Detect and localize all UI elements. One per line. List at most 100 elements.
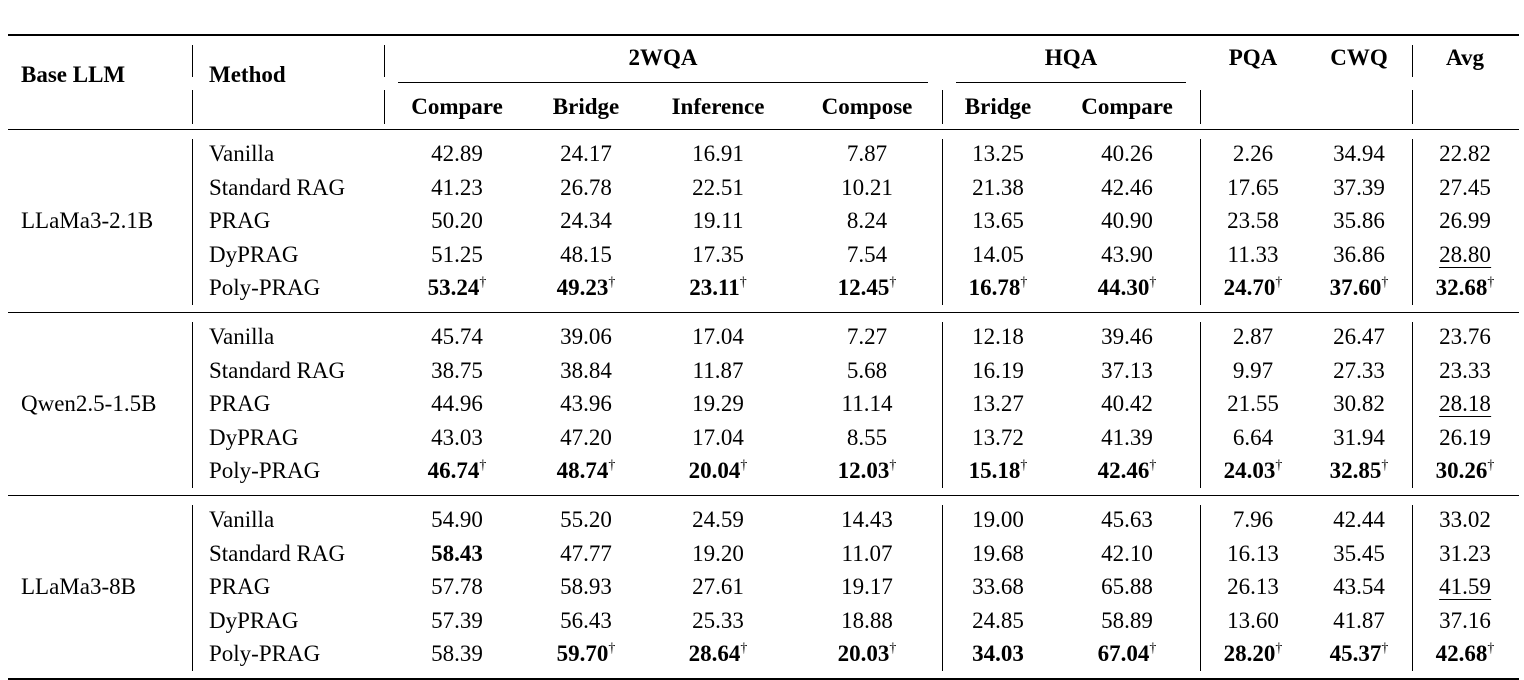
cell-value: 27.33 [1333,357,1385,383]
cell-value: 28.18 [1439,391,1491,418]
cell-value: 58.43 [431,540,483,566]
cell-value: 14.43 [841,507,893,532]
cell-value: 55.20 [560,507,612,532]
cell-value: 32.68 [1435,275,1488,301]
table-cell: 42.46† [1098,457,1157,485]
cell-value: 57.78 [431,574,483,600]
table-cell: 8.24 [847,207,887,235]
table-cell: 40.42 [1101,390,1153,418]
cell-value: 17.35 [692,241,744,267]
base-llm-label: LLaMa3-2.1B [21,208,154,234]
table-cell: 19.11 [693,207,744,235]
table-cell: 31.94 [1333,424,1385,452]
cell-value: 48.74 [556,458,609,484]
cell-value: 24.17 [560,141,612,166]
table-cell: 38.75 [431,357,483,385]
header-group-2wqa: 2WQA [628,45,698,70]
table-cell: 24.03† [1224,457,1283,485]
cell-value: 19.17 [841,574,893,600]
cell-value: 41.87 [1333,607,1385,633]
cell-value: 19.20 [692,540,744,566]
cell-value: 12.18 [972,324,1024,349]
table-cell: 11.87 [693,357,744,385]
method-label: Poly-PRAG [209,641,321,667]
header-base-llm: Base LLM [21,62,126,87]
cell-value: 34.94 [1333,141,1385,166]
cell-value: 41.23 [431,174,483,200]
table-cell: 22.82 [1439,140,1491,168]
cell-value: 43.90 [1101,241,1153,267]
method-label: DyPRAG [209,607,299,633]
significance-dagger: † [1275,641,1283,657]
cell-value: 54.90 [431,507,483,532]
table-cell: 54.90 [431,506,483,534]
table-cell: 57.78 [431,573,483,601]
cell-value: 58.93 [560,574,612,600]
cell-value: 13.60 [1227,607,1279,633]
subheader-2wqa-bridge: Bridge [552,94,620,119]
table-cell: 11.33 [1228,241,1279,269]
cell-value: 43.96 [560,391,612,417]
cell-value: 31.94 [1333,424,1385,450]
base-llm-label: LLaMa3-8B [21,574,136,600]
cell-value: 13.25 [972,141,1024,166]
table-cell: 28.18 [1439,390,1491,418]
table-cell: 6.64 [1233,424,1273,452]
table-cell: 21.55 [1227,390,1279,418]
cell-value: 20.04 [688,458,741,484]
cell-value: 23.58 [1227,208,1279,234]
cell-value: 13.27 [972,391,1024,417]
table-cell: 15.18† [969,457,1028,485]
table-cell: 16.19 [972,357,1024,385]
table-cell: 55.20 [560,506,612,534]
table-cell: 14.43 [841,506,893,534]
significance-dagger: † [1149,275,1157,291]
table-cell: 32.85† [1330,457,1389,485]
table-cell: 37.39 [1333,174,1385,202]
cell-value: 22.51 [692,174,744,200]
cell-value: 24.34 [560,208,612,234]
top-rule [8,34,1519,36]
cell-value: 42.89 [431,141,483,166]
cell-value: 41.39 [1101,424,1153,450]
significance-dagger: † [1487,641,1495,657]
cell-value: 44.30 [1097,275,1150,301]
cell-value: 50.20 [431,208,483,234]
table-cell: 7.96 [1233,506,1273,534]
cell-value: 26.47 [1333,324,1385,349]
block-separator-rule [8,312,1519,313]
cell-value: 40.26 [1101,141,1153,166]
significance-dagger: † [479,458,487,474]
cell-value: 19.29 [692,391,744,417]
cell-value: 39.46 [1101,324,1153,349]
cell-value: 45.74 [431,324,483,349]
table-cell: 19.29 [692,390,744,418]
cell-value: 56.43 [560,607,612,633]
table-cell: 19.20 [692,540,744,568]
table-cell: 31.23 [1439,540,1491,568]
table-cell: 22.51 [692,174,744,202]
cell-value: 58.89 [1101,607,1153,633]
cell-value: 27.45 [1439,174,1491,200]
table-cell: 27.61 [692,573,744,601]
table-cell: 24.70† [1224,274,1283,302]
cell-value: 21.38 [972,174,1024,200]
table-cell: 17.65 [1227,174,1279,202]
cell-value: 19.00 [972,507,1024,532]
table-cell: 28.64† [689,640,748,668]
cell-value: 10.21 [841,174,893,200]
cell-value: 59.70 [556,641,609,667]
cell-value: 6.64 [1232,424,1274,450]
table-cell: 58.89 [1101,607,1153,635]
table-cell: 26.99 [1439,207,1491,235]
subheader-hqa-bridge: Bridge [964,94,1032,119]
cell-value: 19.11 [692,208,744,234]
table-cell: 42.68† [1436,640,1495,668]
table-cell: 45.37† [1330,640,1389,668]
table-cell: 30.82 [1333,390,1385,418]
table-cell: 13.27 [972,390,1024,418]
significance-dagger: † [1149,641,1157,657]
table-cell: 37.13 [1101,357,1153,385]
significance-dagger: † [1020,275,1028,291]
cell-value: 33.68 [972,574,1024,600]
